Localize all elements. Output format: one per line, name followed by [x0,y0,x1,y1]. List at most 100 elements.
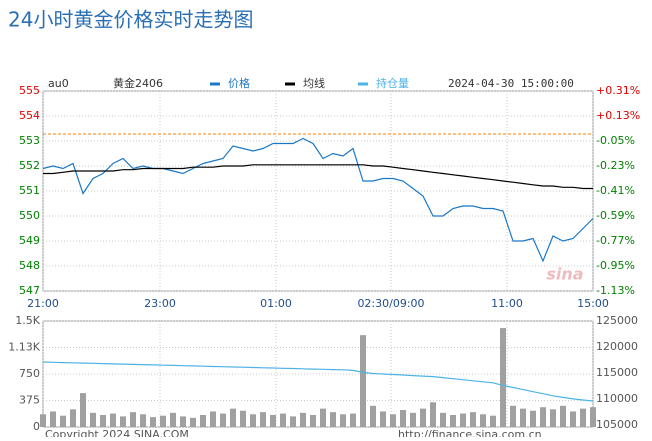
volume-bar [530,410,536,427]
volume-bar [380,411,386,427]
volume-bar [520,408,526,427]
y-tick-label: 550 [19,209,40,222]
y2-tick-label: 110000 [596,392,638,405]
y2-tick-label: 120000 [596,340,638,353]
y2-tick-label: 115000 [596,366,638,379]
x-tick-label: 21:00 [27,297,59,310]
y-tick-label: 553 [19,134,40,147]
volume-bar [590,407,596,427]
contract: 黄金2406 [113,76,163,90]
volume-bar [390,414,396,427]
volume-bar [110,413,116,427]
volume-bar [500,328,506,427]
volume-bar [540,407,546,427]
y2-tick-label: -0.95% [596,259,635,272]
volume-bar [210,411,216,427]
volume-bar [200,414,206,427]
y-tick-label: 1.5K [15,314,40,327]
y-tick-label: 547 [19,284,40,297]
volume-bar [240,410,246,427]
volume-bar [470,412,476,427]
y-tick-label: 551 [19,184,40,197]
copyright: Copyright 2024 SINA.COM [45,428,189,437]
volume-bar [310,414,316,427]
legend-label: 均线 [303,76,325,90]
y-tick-label: 548 [19,259,40,272]
volume-bar [250,414,256,427]
y2-tick-label: -0.05% [596,134,635,147]
volume-bar [80,393,86,427]
volume-bar [100,414,106,427]
volume-bar [320,408,326,427]
volume-bar [510,405,516,427]
volume-bar [450,414,456,427]
volume-bar [150,417,156,427]
volume-bar [170,412,176,427]
volume-bar [560,405,566,427]
legend-label: 持仓量 [376,76,409,90]
y-tick-label: 0 [33,420,40,433]
series-line [43,164,593,190]
y-tick-label: 750 [19,367,40,380]
volume-bar [460,413,466,427]
volume-bar [330,412,336,427]
volume-bar [60,415,66,427]
y2-tick-label: -0.59% [596,209,635,222]
timestamp: 2024-04-30 15:00:00 [448,77,574,90]
volume-bar [120,416,126,427]
y-tick-label: 549 [19,234,40,247]
volume-bar [400,410,406,427]
volume-bar [230,408,236,427]
volume-bar [440,412,446,427]
x-tick-label: 02:30/09:00 [357,297,424,310]
y2-tick-label: +0.31% [596,84,640,97]
volume-bar [160,415,166,427]
volume-bar [570,411,576,427]
volume-bar [280,413,286,427]
symbol: au0 [48,77,69,90]
x-tick-label: 01:00 [260,297,292,310]
volume-bar [370,405,376,427]
page-title: 24小时黄金价格实时走势图 [8,8,253,32]
volume-bar [50,411,56,427]
y-tick-label: 1.13K [8,341,40,354]
y2-tick-label: -0.23% [596,159,635,172]
volume-bar [340,414,346,427]
y2-tick-label: -0.41% [596,184,635,197]
y2-tick-label: +0.13% [596,109,640,122]
volume-bar [290,416,296,427]
y2-tick-label: -1.13% [596,284,635,297]
volume-bar [430,402,436,427]
volume-bar [580,408,586,427]
volume-bar [490,415,496,427]
legend-label: 价格 [228,76,250,90]
y2-tick-label: 105000 [596,418,638,431]
volume-bar [130,412,136,427]
volume-bar [360,335,366,427]
y2-tick-label: -0.77% [596,234,635,247]
volume-bar [270,414,276,427]
volume-bar [70,409,76,427]
volume-bar [350,413,356,427]
volume-bar [260,412,266,427]
y-tick-label: 554 [19,109,40,122]
volume-bar [40,414,46,427]
volume-bar [190,417,196,427]
x-tick-label: 11:00 [491,297,523,310]
series-line [42,361,594,402]
volume-bar [410,412,416,427]
volume-bar [220,413,226,427]
volume-bar [140,414,146,427]
x-tick-label: 23:00 [144,297,176,310]
price-frame [42,90,594,292]
volume-bar [480,414,486,427]
y-tick-label: 555 [19,84,40,97]
volume-bar [90,412,96,427]
y2-tick-label: 125000 [596,314,638,327]
series-line [42,137,594,263]
volume-bar [300,412,306,427]
source-url: http://finance.sina.com.cn [398,428,542,437]
volume-bar [550,409,556,427]
watermark: sina [546,265,583,284]
